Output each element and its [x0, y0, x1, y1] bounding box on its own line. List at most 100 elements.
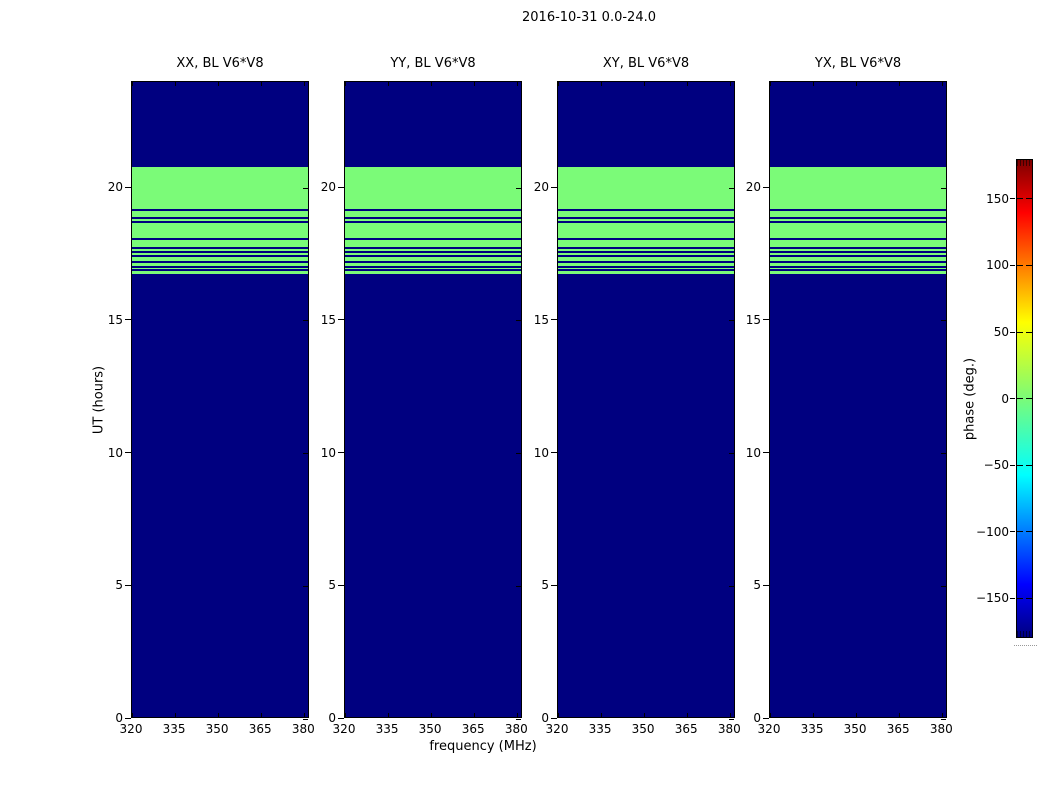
gap-row-line [770, 265, 946, 268]
gap-row-line [558, 208, 734, 211]
gap-row-line [558, 246, 734, 249]
x-tick-mark-top [686, 82, 688, 86]
y-tick-label: 20 [107, 180, 123, 195]
colorbar-tick-mark-inner-right [1026, 198, 1032, 200]
x-tick-mark-bottom [217, 713, 219, 717]
x-tick-label: 350 [418, 722, 442, 736]
x-tick-mark-bottom [812, 713, 814, 717]
colorbar-tick-label: 150 [986, 191, 1009, 206]
y-tick-mark-right [729, 320, 734, 322]
colorbar-tick-mark-inner-left [1017, 398, 1023, 399]
y-tick-mark-left [763, 717, 769, 719]
y-tick-mark-right [516, 585, 521, 587]
x-tick-label: 335 [800, 722, 824, 736]
gap-row-line [770, 208, 946, 211]
gap-row-line [345, 265, 521, 268]
gap-row-line [558, 237, 734, 240]
y-tick-mark-left [125, 186, 131, 188]
y-tick-mark-right [303, 585, 308, 587]
x-tick-mark-bottom [303, 713, 305, 717]
x-tick-mark-bottom [387, 713, 389, 717]
y-tick-mark-right [303, 187, 308, 189]
colorbar-tick-label: −50 [983, 458, 1009, 472]
gap-row-line [558, 250, 734, 253]
x-tick-label: 380 [717, 722, 741, 736]
y-tick-label: 10 [533, 445, 549, 460]
x-tick-mark-bottom [174, 713, 176, 717]
y-tick-mark-left [763, 186, 769, 188]
gap-row-line [558, 260, 734, 263]
x-tick-mark-top [769, 82, 771, 86]
y-tick-mark-right [516, 187, 521, 189]
y-tick-label: 20 [320, 180, 336, 195]
y-tick-mark-right [729, 585, 734, 587]
x-tick-label: 380 [291, 722, 315, 736]
x-tick-mark-top [473, 82, 475, 86]
colorbar-tick-label: −100 [976, 524, 1009, 539]
x-tick-mark-bottom [686, 713, 688, 717]
x-tick-label: 350 [205, 722, 229, 736]
x-tick-mark-bottom [643, 713, 645, 717]
x-tick-mark-top [260, 82, 262, 86]
y-tick-mark-right [516, 718, 521, 720]
panel-title-2: YY, BL V6*V8 [390, 56, 476, 71]
y-tick-mark-left [125, 584, 131, 586]
y-tick-mark-left [338, 717, 344, 719]
panel-title-3: XY, BL V6*V8 [602, 56, 690, 71]
colorbar-tick-mark-outer [1010, 331, 1015, 333]
gap-row-line [132, 265, 308, 268]
y-tick-mark-right [941, 187, 946, 189]
gap-row-line [345, 260, 521, 263]
y-tick-label: 0 [753, 711, 761, 725]
y-tick-mark-left [763, 319, 769, 321]
colorbar-hatch-bottom [1017, 631, 1032, 637]
heatmap-panel-4 [769, 81, 947, 720]
y-tick-label: 15 [533, 312, 549, 327]
x-tick-mark-bottom [473, 713, 475, 717]
x-tick-label: 365 [248, 722, 272, 736]
y-tick-label: 5 [115, 578, 123, 593]
gap-row-line [345, 220, 521, 223]
gap-row-line [558, 265, 734, 268]
gap-row-line [345, 246, 521, 249]
x-tick-mark-top [516, 82, 518, 86]
x-tick-label: 335 [162, 722, 186, 736]
y-tick-mark-left [338, 452, 344, 454]
x-tick-label: 320 [545, 722, 569, 736]
x-tick-label: 320 [332, 722, 356, 736]
y-tick-mark-left [551, 717, 557, 719]
y-tick-mark-right [303, 718, 308, 720]
x-tick-label: 335 [375, 722, 399, 736]
gap-row-line [345, 208, 521, 211]
gap-row-line [770, 246, 946, 249]
colorbar-tick-mark-outer [1010, 198, 1015, 200]
y-tick-mark-right [941, 453, 946, 455]
y-tick-mark-right [729, 453, 734, 455]
y-tick-mark-left [125, 717, 131, 719]
x-tick-mark-top [729, 82, 731, 86]
panel-title-1: XX, BL V6*V8 [176, 56, 264, 71]
colorbar-tick-mark-outer [1010, 531, 1015, 533]
gap-row-line [345, 216, 521, 219]
x-tick-mark-bottom [516, 713, 518, 717]
y-tick-mark-right [303, 320, 308, 322]
gap-row-line [132, 216, 308, 219]
y-tick-mark-left [551, 186, 557, 188]
gap-row-line [770, 268, 946, 271]
y-tick-label: 15 [745, 312, 761, 327]
colorbar [1016, 159, 1033, 638]
colorbar-tick-label: 50 [993, 325, 1009, 339]
x-tick-mark-bottom [260, 713, 262, 717]
y-tick-label: 15 [107, 312, 123, 327]
y-tick-mark-right [729, 718, 734, 720]
panel-title-4: YX, BL V6*V8 [814, 56, 902, 71]
gap-row-line [132, 208, 308, 211]
heatmap-panel-2 [344, 81, 522, 720]
y-tick-mark-right [941, 718, 946, 720]
x-tick-mark-top [344, 82, 346, 86]
gap-row-line [770, 250, 946, 253]
x-axis-label: frequency (MHz) [429, 739, 537, 754]
gap-row-line [345, 268, 521, 271]
x-tick-mark-bottom [855, 713, 857, 717]
